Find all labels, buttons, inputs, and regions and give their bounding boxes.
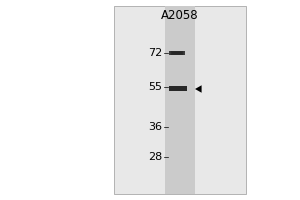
FancyBboxPatch shape xyxy=(169,51,184,55)
Text: A2058: A2058 xyxy=(161,9,199,22)
FancyBboxPatch shape xyxy=(169,86,187,91)
Text: 36: 36 xyxy=(148,122,162,132)
FancyBboxPatch shape xyxy=(171,51,183,55)
Polygon shape xyxy=(195,85,202,93)
FancyBboxPatch shape xyxy=(170,51,184,55)
FancyBboxPatch shape xyxy=(169,51,184,55)
Text: 55: 55 xyxy=(148,82,162,92)
FancyBboxPatch shape xyxy=(172,52,182,54)
Text: 72: 72 xyxy=(148,48,162,58)
Bar xyxy=(114,6,246,194)
Bar xyxy=(165,6,195,194)
Text: 28: 28 xyxy=(148,152,162,162)
FancyBboxPatch shape xyxy=(171,51,183,55)
